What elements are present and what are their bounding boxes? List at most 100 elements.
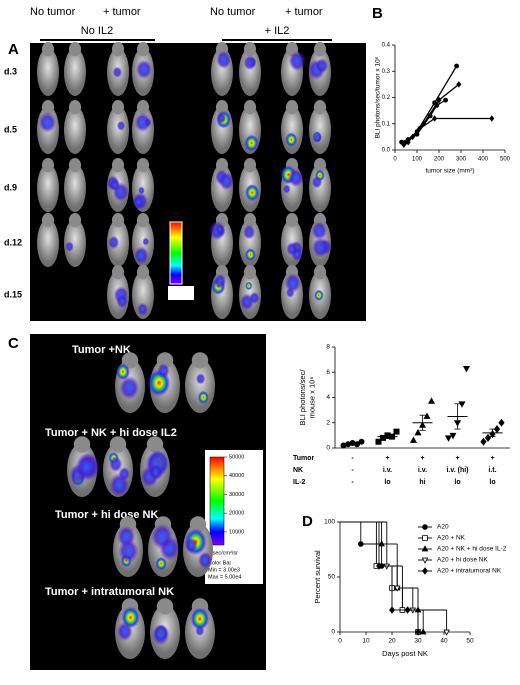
marker [434,102,440,108]
marker [427,397,436,404]
marker [393,585,401,592]
mouse [64,219,86,267]
table-cell: hi [419,479,425,486]
mouse [64,48,86,96]
marker [405,138,411,146]
legend-label: A20 + NK [437,535,466,542]
y-axis-label: Percent survival [313,550,322,604]
y-tick-label: 4 [326,394,330,401]
mouse-head [243,42,257,57]
mouse [132,271,154,319]
mouse-head [68,158,82,173]
y-tick-label: 2 [326,419,330,426]
mouse-head [313,42,327,57]
signal [213,273,227,289]
signal [138,186,145,195]
row-label: Tumor +NK [72,344,131,356]
mouse-head [111,265,125,280]
x-tick-label: 20 [388,638,396,645]
signal [286,242,298,256]
signal [218,172,235,191]
mouse-head [68,42,82,57]
mouse-head [111,42,125,57]
x-tick-label: 50 [466,638,474,645]
signal [198,551,213,569]
x-tick-label: 0 [338,638,342,645]
mouse-head [243,158,257,173]
signal [245,248,256,262]
row-label: Tumor + intratumoral NK [45,586,174,598]
table-cell: lo [454,479,460,486]
marker [358,438,365,445]
signal [287,168,304,188]
signal [311,175,323,189]
signal [116,621,133,642]
marker [454,63,460,69]
signal [311,221,328,241]
y-axis-label: BLI photons/sec/ [298,369,307,426]
table-cell: + [455,455,459,462]
mouse [309,106,331,154]
marker [376,562,382,570]
mouse-head [313,100,327,115]
mouse [37,164,59,212]
table-row-label: NK [293,467,303,474]
mouse-head [243,213,257,228]
signal [74,453,99,482]
marker [498,418,505,427]
y-tick-label: 0.2 [382,95,391,101]
signal [109,456,123,473]
x-tick-label: 200 [434,157,445,163]
mouse-head [136,42,150,57]
marker [456,81,462,88]
mouse-head [41,42,55,57]
marker [414,428,422,436]
marker [409,436,418,443]
y-tick-label: 6 [326,369,330,376]
mouse-head [285,213,299,228]
table-cell: lo [384,479,390,486]
y-tick-label: 0 [326,445,330,452]
signal [244,134,259,152]
signal [249,291,260,304]
marker [443,97,449,103]
signal [243,55,257,71]
signal [315,58,329,74]
signal [245,281,253,291]
col-header: + tumor [285,6,323,18]
mouse-head [136,265,150,280]
signal [288,50,306,72]
signal [134,112,151,133]
y-tick-label: 100 [324,519,335,526]
signal [137,302,148,316]
mouse-head [189,516,207,533]
marker [393,428,400,435]
signal [282,184,291,194]
table-cell: i.t. [488,467,496,474]
marker [449,432,457,440]
x-axis-label: tumor size (mm²) [425,168,474,175]
signal [132,195,145,209]
y-tick-label: 0.3 [382,69,391,75]
data-line [407,117,492,143]
mouse [37,219,59,267]
marker [421,545,429,552]
colorbar-tick-label: 30000 [229,492,244,498]
x-tick-label: 500 [500,157,511,163]
x-tick-label: 0 [393,157,397,163]
row-label: Tumor + NK + hi dose IL2 [45,427,177,439]
group-header: No IL2 [81,25,113,37]
table-cell: - [351,455,354,462]
signal [133,246,149,265]
marker [443,629,450,636]
marker [416,125,422,133]
signal [284,273,301,293]
panel-letter: B [372,5,383,22]
signal [195,373,206,385]
y-axis-label: BLI photons/sec/tumor x 10⁶ [375,56,382,138]
signal [184,537,198,553]
mouse-head [191,352,209,369]
signal [155,557,167,571]
x-tick-label: 40 [440,638,448,645]
